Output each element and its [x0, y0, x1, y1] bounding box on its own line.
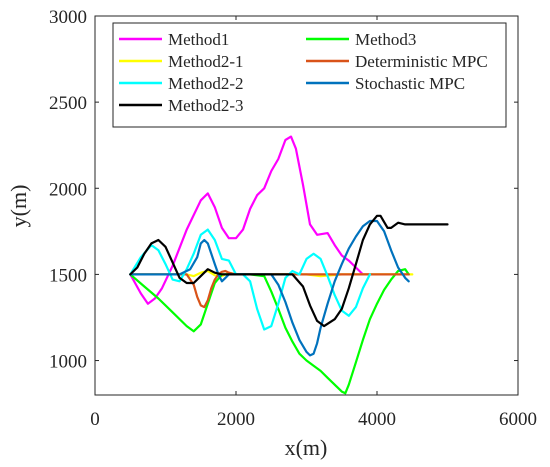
x-tick-label: 2000 [217, 409, 255, 430]
y-axis-label: y(m) [6, 185, 31, 228]
legend-label: Stochastic MPC [355, 74, 465, 93]
y-tick-label: 1500 [49, 265, 87, 286]
y-tick-label: 3000 [49, 7, 87, 28]
y-tick-label: 2000 [49, 179, 87, 200]
series-line-3 [129, 214, 449, 328]
series-line-6 [129, 219, 410, 357]
series-line-0 [129, 135, 371, 305]
series-line-4 [129, 268, 410, 395]
y-tick-label: 1000 [49, 352, 87, 373]
series-layer [129, 135, 449, 395]
legend: Method1 Method3 Method2-1 Deterministic MPC… [112, 22, 507, 128]
x-tick-label: 0 [90, 409, 100, 430]
series-line-5 [129, 269, 410, 309]
x-tick-label: 6000 [499, 409, 537, 430]
legend-box [112, 22, 507, 128]
legend-label: Method2-3 [168, 96, 244, 115]
tick-layer: 0 2000 4000 6000 1000 1500 2000 2500 3000 [49, 7, 537, 430]
legend-label: Deterministic MPC [355, 52, 488, 71]
legend-label: Method2-1 [168, 52, 244, 71]
x-tick-label: 4000 [358, 409, 396, 430]
series-line-2 [129, 228, 371, 331]
legend-label: Method2-2 [168, 74, 244, 93]
x-axis-label: x(m) [285, 435, 328, 460]
legend-label: Method1 [168, 30, 229, 49]
legend-label: Method3 [355, 30, 416, 49]
y-tick-label: 2500 [49, 93, 87, 114]
